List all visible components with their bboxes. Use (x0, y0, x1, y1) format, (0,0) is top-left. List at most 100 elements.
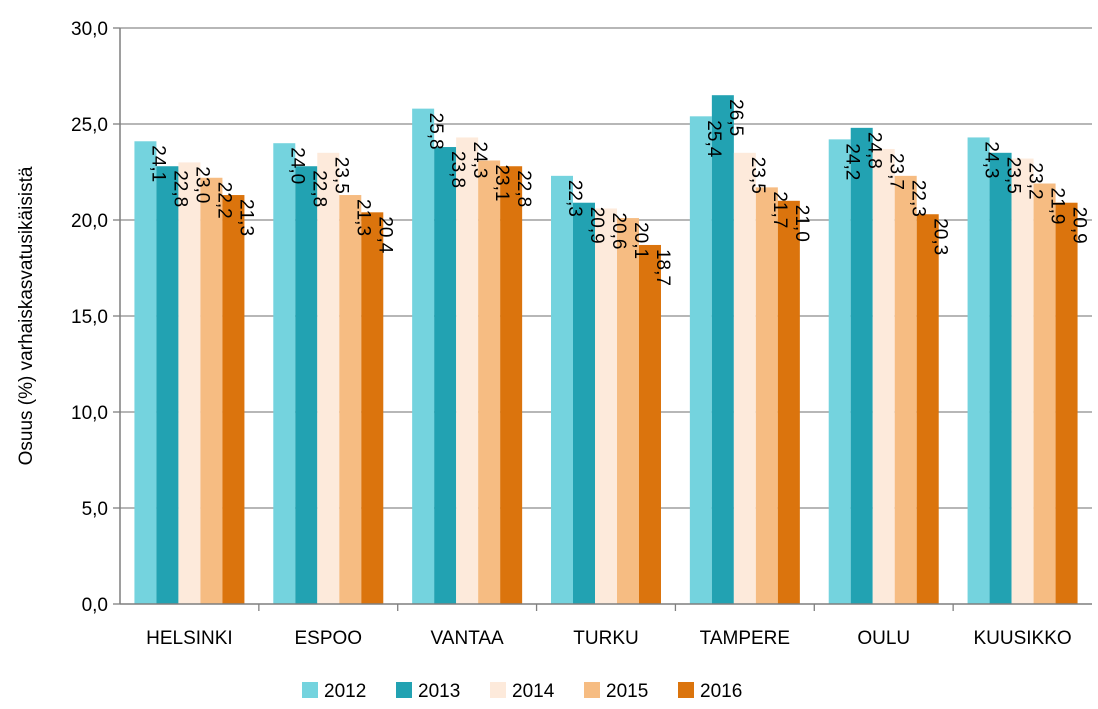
y-tick-label: 0,0 (82, 595, 108, 616)
bar-2016-espoo (361, 212, 384, 604)
bar-2015-kuusikko (1033, 183, 1056, 604)
data-label: 22,3 (564, 180, 585, 217)
bar-2012-espoo (273, 143, 296, 604)
data-label: 23,8 (447, 151, 468, 188)
bar-2014-turku (595, 208, 617, 605)
bar-2013-helsinki (156, 166, 179, 605)
data-label: 26,5 (725, 99, 746, 136)
bar-2016-turku (639, 244, 661, 604)
bar-2015-espoo (339, 195, 362, 605)
data-label: 21,7 (769, 191, 790, 228)
x-tick-label: VANTAA (431, 628, 505, 649)
bar-2013-vantaa (434, 147, 457, 605)
data-label: 23,5 (330, 157, 351, 194)
bar-2013-espoo (295, 166, 318, 605)
data-label: 23,2 (1025, 163, 1046, 200)
data-label: 23,5 (1003, 157, 1024, 194)
y-tick-label: 20,0 (71, 211, 108, 232)
data-label: 23,5 (747, 157, 768, 194)
bar-2015-tampere (755, 187, 778, 605)
data-label: 24,3 (981, 141, 1002, 178)
x-tick-label: HELSINKI (146, 628, 233, 649)
legend-label: 2015 (606, 681, 648, 702)
bar-2015-helsinki (200, 177, 223, 604)
data-label: 21,3 (352, 199, 373, 236)
data-label: 20,4 (374, 216, 395, 253)
data-label: 24,0 (286, 147, 307, 184)
data-labels-group: 24,122,8 23,0 22,2 21,324,022,8 23,521,3 20,4… (147, 99, 1089, 286)
bar-2012-vantaa (412, 108, 435, 604)
data-label: 24,8 (864, 132, 885, 169)
y-tick-label: 15,0 (71, 307, 108, 328)
data-label: 23,1 (491, 164, 512, 201)
x-tick-label: OULU (857, 628, 910, 649)
legend-swatch-2013 (396, 682, 412, 698)
bar-2012-oulu (828, 139, 851, 605)
x-tick-label: TAMPERE (700, 628, 790, 649)
data-label: 21,9 (1047, 188, 1068, 225)
data-label: 23,7 (886, 153, 907, 190)
legend-swatch-2012 (302, 682, 318, 698)
bar-2012-tampere (689, 116, 712, 604)
data-label: 18,7 (652, 249, 673, 286)
bar-2014-espoo (317, 152, 340, 605)
data-label: 22,8 (308, 170, 329, 207)
legend-label: 2012 (324, 681, 366, 702)
bar-2012-turku (551, 175, 573, 604)
data-label: 24,1 (147, 145, 168, 182)
bar-2013-oulu (850, 127, 873, 604)
legend-label: 2016 (700, 681, 742, 702)
bar-2015-oulu (894, 175, 917, 604)
x-tick-label: ESPOO (294, 628, 362, 649)
y-tick-label: 25,0 (71, 115, 108, 136)
data-label: 21,3 (235, 199, 256, 236)
bar-2014-vantaa (456, 137, 479, 604)
bar-2016-oulu (916, 214, 939, 605)
x-tick-label: TURKU (573, 628, 638, 649)
data-label: 20,9 (586, 207, 607, 244)
data-label: 20,1 (630, 222, 651, 259)
x-tick-label: KUUSIKKO (973, 628, 1071, 649)
data-label: 23,0 (191, 166, 212, 203)
bar-2014-oulu (872, 148, 895, 604)
legend-swatch-2016 (678, 682, 694, 698)
data-label: 20,9 (1069, 207, 1090, 244)
bar-2015-turku (617, 218, 639, 604)
bar-2015-vantaa (478, 160, 501, 605)
data-label: 22,8 (513, 170, 534, 207)
data-label: 22,2 (213, 182, 234, 219)
y-axis-title: Osuus (%) varhaiskasvatusikäisistä (16, 166, 37, 465)
axes-group: 0,0 5,0 10,0 15,0 20,0 25,0 30,0 HELSINKI ESPOO V… (71, 19, 1092, 649)
bar-2014-kuusikko (1011, 158, 1034, 604)
bar-2016-helsinki (222, 195, 245, 605)
legend-swatch-2014 (490, 682, 506, 698)
bar-2016-vantaa (500, 166, 523, 605)
data-label: 21,0 (791, 205, 812, 242)
legend-label: 2013 (418, 681, 460, 702)
bar-2013-tampere (711, 95, 734, 604)
legend-swatch-2015 (584, 682, 600, 698)
bar-2016-tampere (777, 200, 800, 605)
bar-2012-kuusikko (967, 137, 990, 604)
bar-2014-tampere (733, 152, 756, 605)
data-label: 25,4 (703, 120, 724, 157)
bar-2013-turku (573, 202, 595, 604)
y-tick-label: 30,0 (71, 19, 108, 40)
y-tick-label: 10,0 (71, 403, 108, 424)
bar-2016-kuusikko (1055, 202, 1078, 604)
bar-2014-helsinki (178, 162, 201, 604)
bar-series-group (134, 95, 1078, 605)
data-label: 20,3 (930, 218, 951, 255)
data-label: 20,6 (608, 212, 629, 249)
data-label: 22,3 (908, 180, 929, 217)
legend-label: 2014 (512, 681, 555, 702)
data-label: 24,3 (469, 141, 490, 178)
data-label: 24,2 (842, 143, 863, 180)
data-label: 25,8 (425, 113, 446, 150)
legend: 2012 2013 2014 2015 2016 (302, 681, 742, 702)
bar-2013-kuusikko (989, 152, 1012, 605)
data-label: 22,8 (169, 170, 190, 207)
bar-2012-helsinki (134, 141, 157, 604)
y-tick-label: 5,0 (82, 499, 108, 520)
